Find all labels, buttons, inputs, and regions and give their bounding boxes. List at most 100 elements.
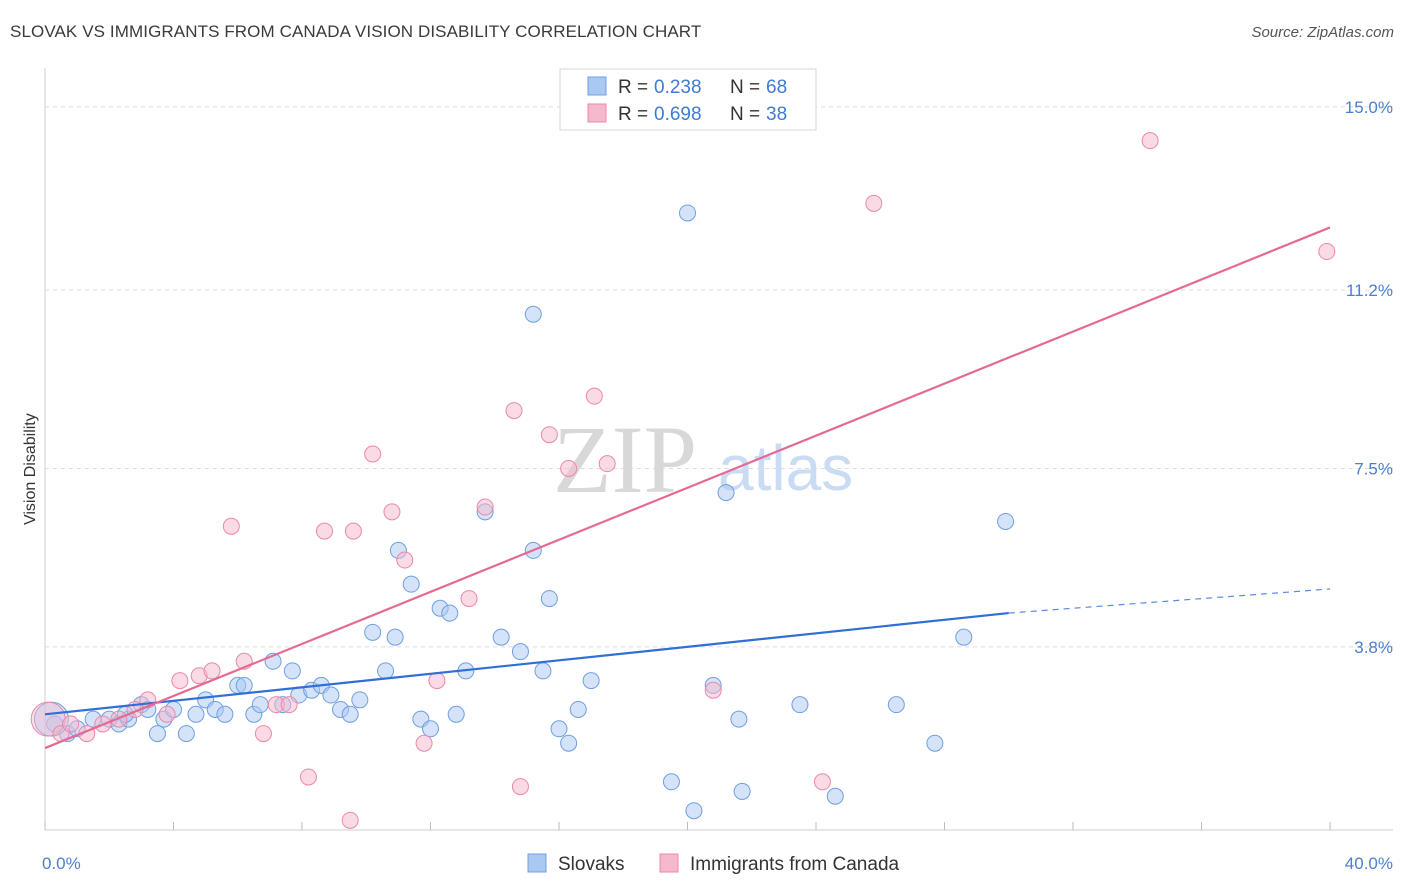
x-tick-label: 40.0% (1345, 854, 1393, 873)
slovak-point (177, 725, 195, 743)
canada-point (415, 734, 433, 752)
canada-point (1141, 132, 1159, 150)
canada-point (222, 517, 240, 535)
slovak-point (148, 725, 166, 743)
bottom-legend-label-slovaks: Slovaks (558, 854, 625, 875)
canada-point (171, 672, 189, 690)
bottom-legend-swatch-canada (659, 853, 679, 873)
slovak-point (662, 773, 680, 791)
slovak-point (422, 720, 439, 738)
slovak-point (235, 676, 253, 694)
canada-point (505, 402, 523, 420)
slovak-point (730, 710, 748, 728)
canada-trend-line (44, 226, 1331, 750)
y-axis-label: Vision Disability (22, 413, 39, 525)
y-tick-label: 3.8% (1354, 638, 1393, 657)
slovak-point (283, 662, 301, 680)
slovak-point (550, 720, 568, 738)
watermark-zip: ZIP (553, 406, 697, 513)
canada-point (383, 503, 401, 521)
watermark-atlas: atlas (718, 432, 853, 504)
canada-point (865, 194, 883, 212)
canada-point (254, 725, 272, 743)
chart-title: SLOVAK VS IMMIGRANTS FROM CANADA VISION … (10, 22, 702, 41)
slovaks-trend-line (44, 611, 1009, 716)
canada-point (560, 459, 578, 477)
canada-point (280, 696, 298, 714)
legend-r-value-2: 0.698 (654, 104, 702, 125)
slovak-point (733, 782, 751, 800)
grid-lines (45, 106, 1393, 648)
slovak-point (187, 705, 205, 723)
slovak-point (955, 628, 973, 646)
slovak-point (251, 696, 269, 714)
slovak-point (685, 802, 703, 820)
source-label: Source: ZipAtlas.com (1251, 24, 1394, 41)
data-points (30, 132, 1336, 829)
slovak-point (447, 705, 465, 723)
y-tick-label: 11.2% (1346, 281, 1393, 300)
slovak-point (402, 575, 420, 593)
y-tick-label: 7.5% (1354, 459, 1393, 478)
canada-point (158, 705, 176, 723)
slovak-point (887, 696, 905, 714)
canada-point (364, 445, 382, 463)
slovak-point (524, 305, 542, 323)
bottom-legend-swatch-slovaks (527, 853, 547, 873)
tick-labels: 3.8% 7.5% 11.2% 15.0% 0.0% 40.0% (42, 98, 1393, 873)
y-tick-label: 15.0% (1345, 98, 1393, 117)
bottom-legend-label-canada: Immigrants from Canada (690, 854, 900, 875)
canada-point (315, 522, 333, 540)
slovak-point (341, 705, 359, 723)
trend-lines (44, 226, 1331, 750)
slovak-point (540, 590, 558, 608)
legend-n-label-2: N = (730, 104, 760, 125)
legend-n-value-2: 38 (766, 104, 787, 125)
slovak-point (926, 734, 944, 752)
legend-r-label-1: R = (618, 77, 648, 98)
legend-r-value-1: 0.238 (654, 77, 702, 98)
canada-point (540, 426, 558, 444)
slovak-point (351, 691, 369, 709)
canada-point (476, 498, 494, 516)
slovak-point (679, 204, 696, 222)
canada-point (396, 551, 414, 569)
slovak-point (717, 484, 735, 502)
slovak-point (560, 734, 578, 752)
canada-point (428, 672, 446, 690)
legend-swatch-canada (587, 103, 607, 123)
canada-point (460, 590, 478, 608)
x-tick-label: 0.0% (42, 854, 81, 873)
slovak-point (492, 628, 510, 646)
legend: R = 0.238 N = 68 R = 0.698 N = 38 (559, 68, 817, 131)
legend-r-label-2: R = (618, 104, 648, 125)
slovak-point (569, 700, 587, 718)
slovak-point (322, 686, 340, 704)
canada-point (299, 768, 317, 786)
legend-n-label-1: N = (730, 77, 760, 98)
slovak-point (377, 662, 395, 680)
canada-point (511, 778, 529, 796)
bottom-legend: Slovaks Immigrants from Canada (527, 853, 900, 875)
legend-swatch-slovaks (587, 76, 607, 96)
canada-point (203, 662, 221, 680)
slovak-point (386, 628, 404, 646)
slovak-point (582, 672, 600, 690)
slovaks-trend-extension (1008, 588, 1331, 614)
slovak-point (441, 604, 459, 622)
watermark: ZIP atlas (553, 406, 853, 513)
slovak-point (534, 662, 552, 680)
canada-point (1318, 243, 1336, 261)
canada-point (704, 681, 722, 699)
canada-point (341, 811, 359, 829)
legend-n-value-1: 68 (766, 77, 787, 98)
slovak-point (216, 705, 234, 723)
slovak-point (791, 696, 809, 714)
slovak-point (511, 643, 529, 661)
canada-point (813, 773, 831, 791)
canada-point (344, 522, 362, 540)
slovak-point (826, 787, 844, 805)
slovak-point (364, 623, 382, 641)
canada-point (62, 715, 80, 733)
